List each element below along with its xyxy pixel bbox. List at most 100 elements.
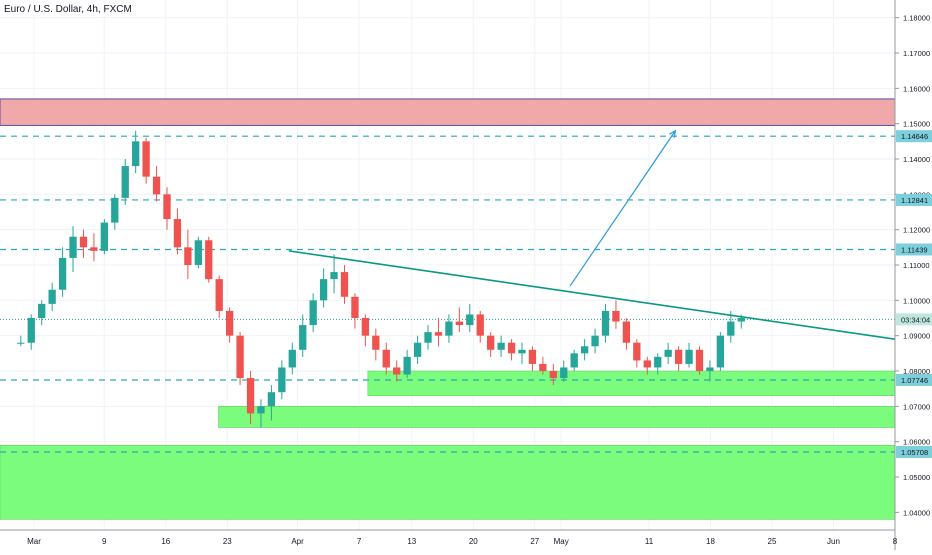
candle-body — [528, 349, 537, 364]
candle — [278, 360, 286, 400]
candle — [194, 236, 202, 269]
candle — [132, 130, 140, 174]
candle-body — [278, 367, 286, 393]
candle-body — [424, 332, 432, 343]
candle — [727, 310, 735, 343]
candle — [319, 268, 328, 308]
level-label: 1.07746 — [901, 376, 928, 385]
candle-body — [319, 279, 328, 301]
candle — [685, 342, 693, 368]
candle — [695, 346, 704, 375]
candle — [528, 346, 537, 371]
candle — [570, 349, 578, 371]
time-tick-label: 25 — [768, 537, 777, 546]
candle — [299, 314, 307, 357]
time-tick-label: 9 — [102, 537, 107, 546]
time-tick-label: Mar — [27, 537, 41, 546]
candle-body — [152, 176, 161, 195]
candle-body — [236, 335, 244, 379]
price-tick-label: 1.10000 — [903, 296, 930, 305]
time-tick-label: May — [554, 537, 569, 546]
candle — [79, 229, 88, 258]
candle-body — [142, 141, 150, 177]
candle — [560, 360, 568, 382]
candle — [48, 282, 56, 311]
candle-body — [487, 335, 495, 350]
candle-body — [393, 367, 401, 375]
candle — [674, 346, 683, 371]
candle — [288, 342, 296, 375]
candle-body — [622, 321, 631, 343]
candle — [507, 339, 516, 361]
candle — [152, 166, 161, 202]
level-label-box — [896, 130, 932, 143]
candle-body — [497, 342, 505, 350]
level-label: 1.05708 — [901, 448, 928, 457]
price-tick-label: 1.09000 — [903, 332, 930, 341]
candle — [622, 318, 631, 350]
support-zone — [218, 406, 896, 428]
candle-body — [309, 300, 317, 326]
candle-body — [58, 257, 67, 290]
candle-body — [132, 141, 140, 167]
price-tick-label: 1.12000 — [903, 226, 930, 235]
time-tick-label: 20 — [469, 537, 478, 546]
candle — [246, 371, 255, 424]
candle-body — [518, 349, 526, 354]
candle-body — [79, 236, 88, 248]
arrow-head — [668, 129, 677, 138]
candle-body — [111, 197, 119, 223]
candle-body — [403, 356, 411, 375]
candle — [90, 233, 98, 262]
candle — [173, 208, 182, 255]
candle — [121, 159, 129, 205]
candle-body — [570, 353, 578, 368]
candle — [424, 325, 432, 350]
candle — [549, 363, 557, 386]
level-label: 1.11439 — [901, 245, 928, 254]
candle-body — [38, 303, 46, 318]
candle — [601, 303, 610, 343]
candle-body — [257, 406, 265, 414]
candle — [393, 360, 401, 382]
candle-body — [121, 166, 129, 198]
candle-body — [674, 349, 683, 364]
price-tick-label: 1.16000 — [903, 84, 930, 93]
candle-body — [90, 247, 98, 251]
candle — [330, 254, 338, 294]
candle-body — [163, 194, 171, 220]
candle-body — [17, 342, 25, 344]
candle — [17, 335, 25, 347]
trendline — [288, 250, 896, 340]
time-tick-label: 18 — [706, 537, 715, 546]
candle-body — [100, 222, 109, 251]
price-tick-label: 1.15000 — [903, 120, 930, 129]
candle-body — [476, 314, 484, 336]
candle-body — [633, 342, 641, 361]
candle-body — [716, 335, 725, 368]
candle-body — [69, 236, 77, 258]
candle-body — [225, 310, 234, 336]
candle — [455, 307, 463, 333]
support-zone — [0, 444, 896, 520]
candle-body — [539, 363, 547, 371]
candle — [309, 293, 317, 333]
candle-body — [612, 310, 620, 322]
time-tick-label: Jun — [827, 537, 840, 546]
price-tick-label: 1.14000 — [903, 155, 930, 164]
candle — [267, 385, 276, 421]
candle-body — [330, 272, 338, 280]
projection-arrow — [569, 130, 676, 287]
price-tick-label: 1.08000 — [903, 367, 930, 376]
candle — [372, 328, 380, 361]
candle — [654, 353, 662, 375]
candle — [706, 360, 714, 382]
time-tick-label: 13 — [407, 537, 416, 546]
candle — [351, 293, 359, 329]
level-label-box — [896, 445, 932, 458]
candle-body — [466, 314, 474, 326]
candle — [38, 300, 46, 326]
candle — [633, 339, 641, 368]
